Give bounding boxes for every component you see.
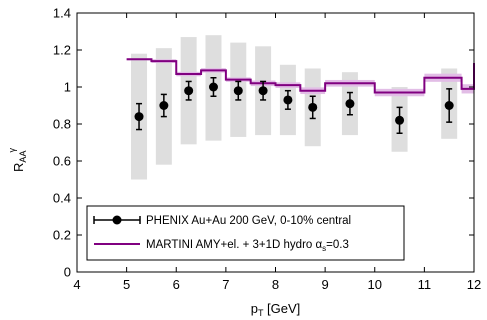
y-tick-label: 0 bbox=[64, 265, 71, 280]
x-tick-label: 5 bbox=[123, 277, 130, 292]
data-point bbox=[208, 82, 218, 92]
legend-box bbox=[86, 205, 405, 261]
y-axis-label-main: R bbox=[11, 163, 26, 172]
x-tick-label: 9 bbox=[322, 277, 329, 292]
data-points bbox=[134, 77, 454, 134]
data-point bbox=[258, 86, 268, 96]
y-axis-label-sup: γ bbox=[7, 148, 17, 153]
x-axis-label: pT [GeV] bbox=[251, 301, 301, 318]
x-tick-label: 10 bbox=[368, 277, 382, 292]
y-axis-label-sub: AA bbox=[18, 151, 28, 163]
y-tick-label: 0.4 bbox=[53, 191, 71, 206]
x-tick-label: 12 bbox=[467, 277, 481, 292]
legend-symbol-phenix bbox=[93, 215, 141, 225]
x-axis-label-sub: T bbox=[258, 308, 264, 318]
y-tick-label: 1.4 bbox=[53, 6, 71, 21]
data-point bbox=[444, 101, 454, 110]
x-tick-label: 4 bbox=[73, 277, 80, 292]
legend: PHENIX Au+Au 200 GeV, 0-10% central MART… bbox=[86, 205, 405, 261]
y-tick-label: 1 bbox=[64, 80, 71, 95]
data-point bbox=[233, 86, 243, 96]
model-step-line bbox=[126, 58, 475, 94]
data-point bbox=[283, 95, 293, 105]
y-axis-label: RAAγ bbox=[7, 148, 28, 172]
y-tick-label: 1.2 bbox=[53, 43, 71, 58]
legend-label-martini-sub: s bbox=[322, 244, 326, 253]
legend-label-martini-pre: MARTINI AMY+el. + 3+1D hydro α bbox=[146, 239, 322, 251]
data-point bbox=[395, 115, 405, 125]
x-axis-label-rest: [GeV] bbox=[263, 301, 300, 316]
x-tick-label: 6 bbox=[173, 277, 180, 292]
legend-label-martini: MARTINI AMY+el. + 3+1D hydro αs=0.3 bbox=[146, 239, 349, 253]
data-point bbox=[345, 99, 355, 109]
data-point bbox=[159, 101, 169, 110]
data-point bbox=[184, 86, 194, 96]
data-point bbox=[308, 102, 318, 112]
x-tick-label: 7 bbox=[222, 277, 229, 292]
x-tick-label: 8 bbox=[272, 277, 279, 292]
y-tick-label: 0.2 bbox=[53, 228, 71, 243]
data-point bbox=[134, 112, 144, 122]
model-line bbox=[126, 58, 475, 94]
x-axis-label-main: p bbox=[251, 301, 258, 316]
legend-marker-phenix bbox=[112, 215, 122, 225]
legend-label-martini-post: =0.3 bbox=[326, 239, 349, 251]
axes: 4 5 6 7 8 9 10 11 12 0 0.2 0.4 0.6 0.8 1 1.2 1.4 bbox=[53, 6, 481, 293]
x-tick-label: 11 bbox=[418, 277, 432, 292]
y-tick-label: 0.8 bbox=[53, 117, 71, 132]
y-tick-label: 0.6 bbox=[53, 154, 71, 169]
systematic-uncertainty-boxes bbox=[131, 35, 458, 180]
legend-label-phenix: PHENIX Au+Au 200 GeV, 0-10% central bbox=[146, 215, 351, 227]
